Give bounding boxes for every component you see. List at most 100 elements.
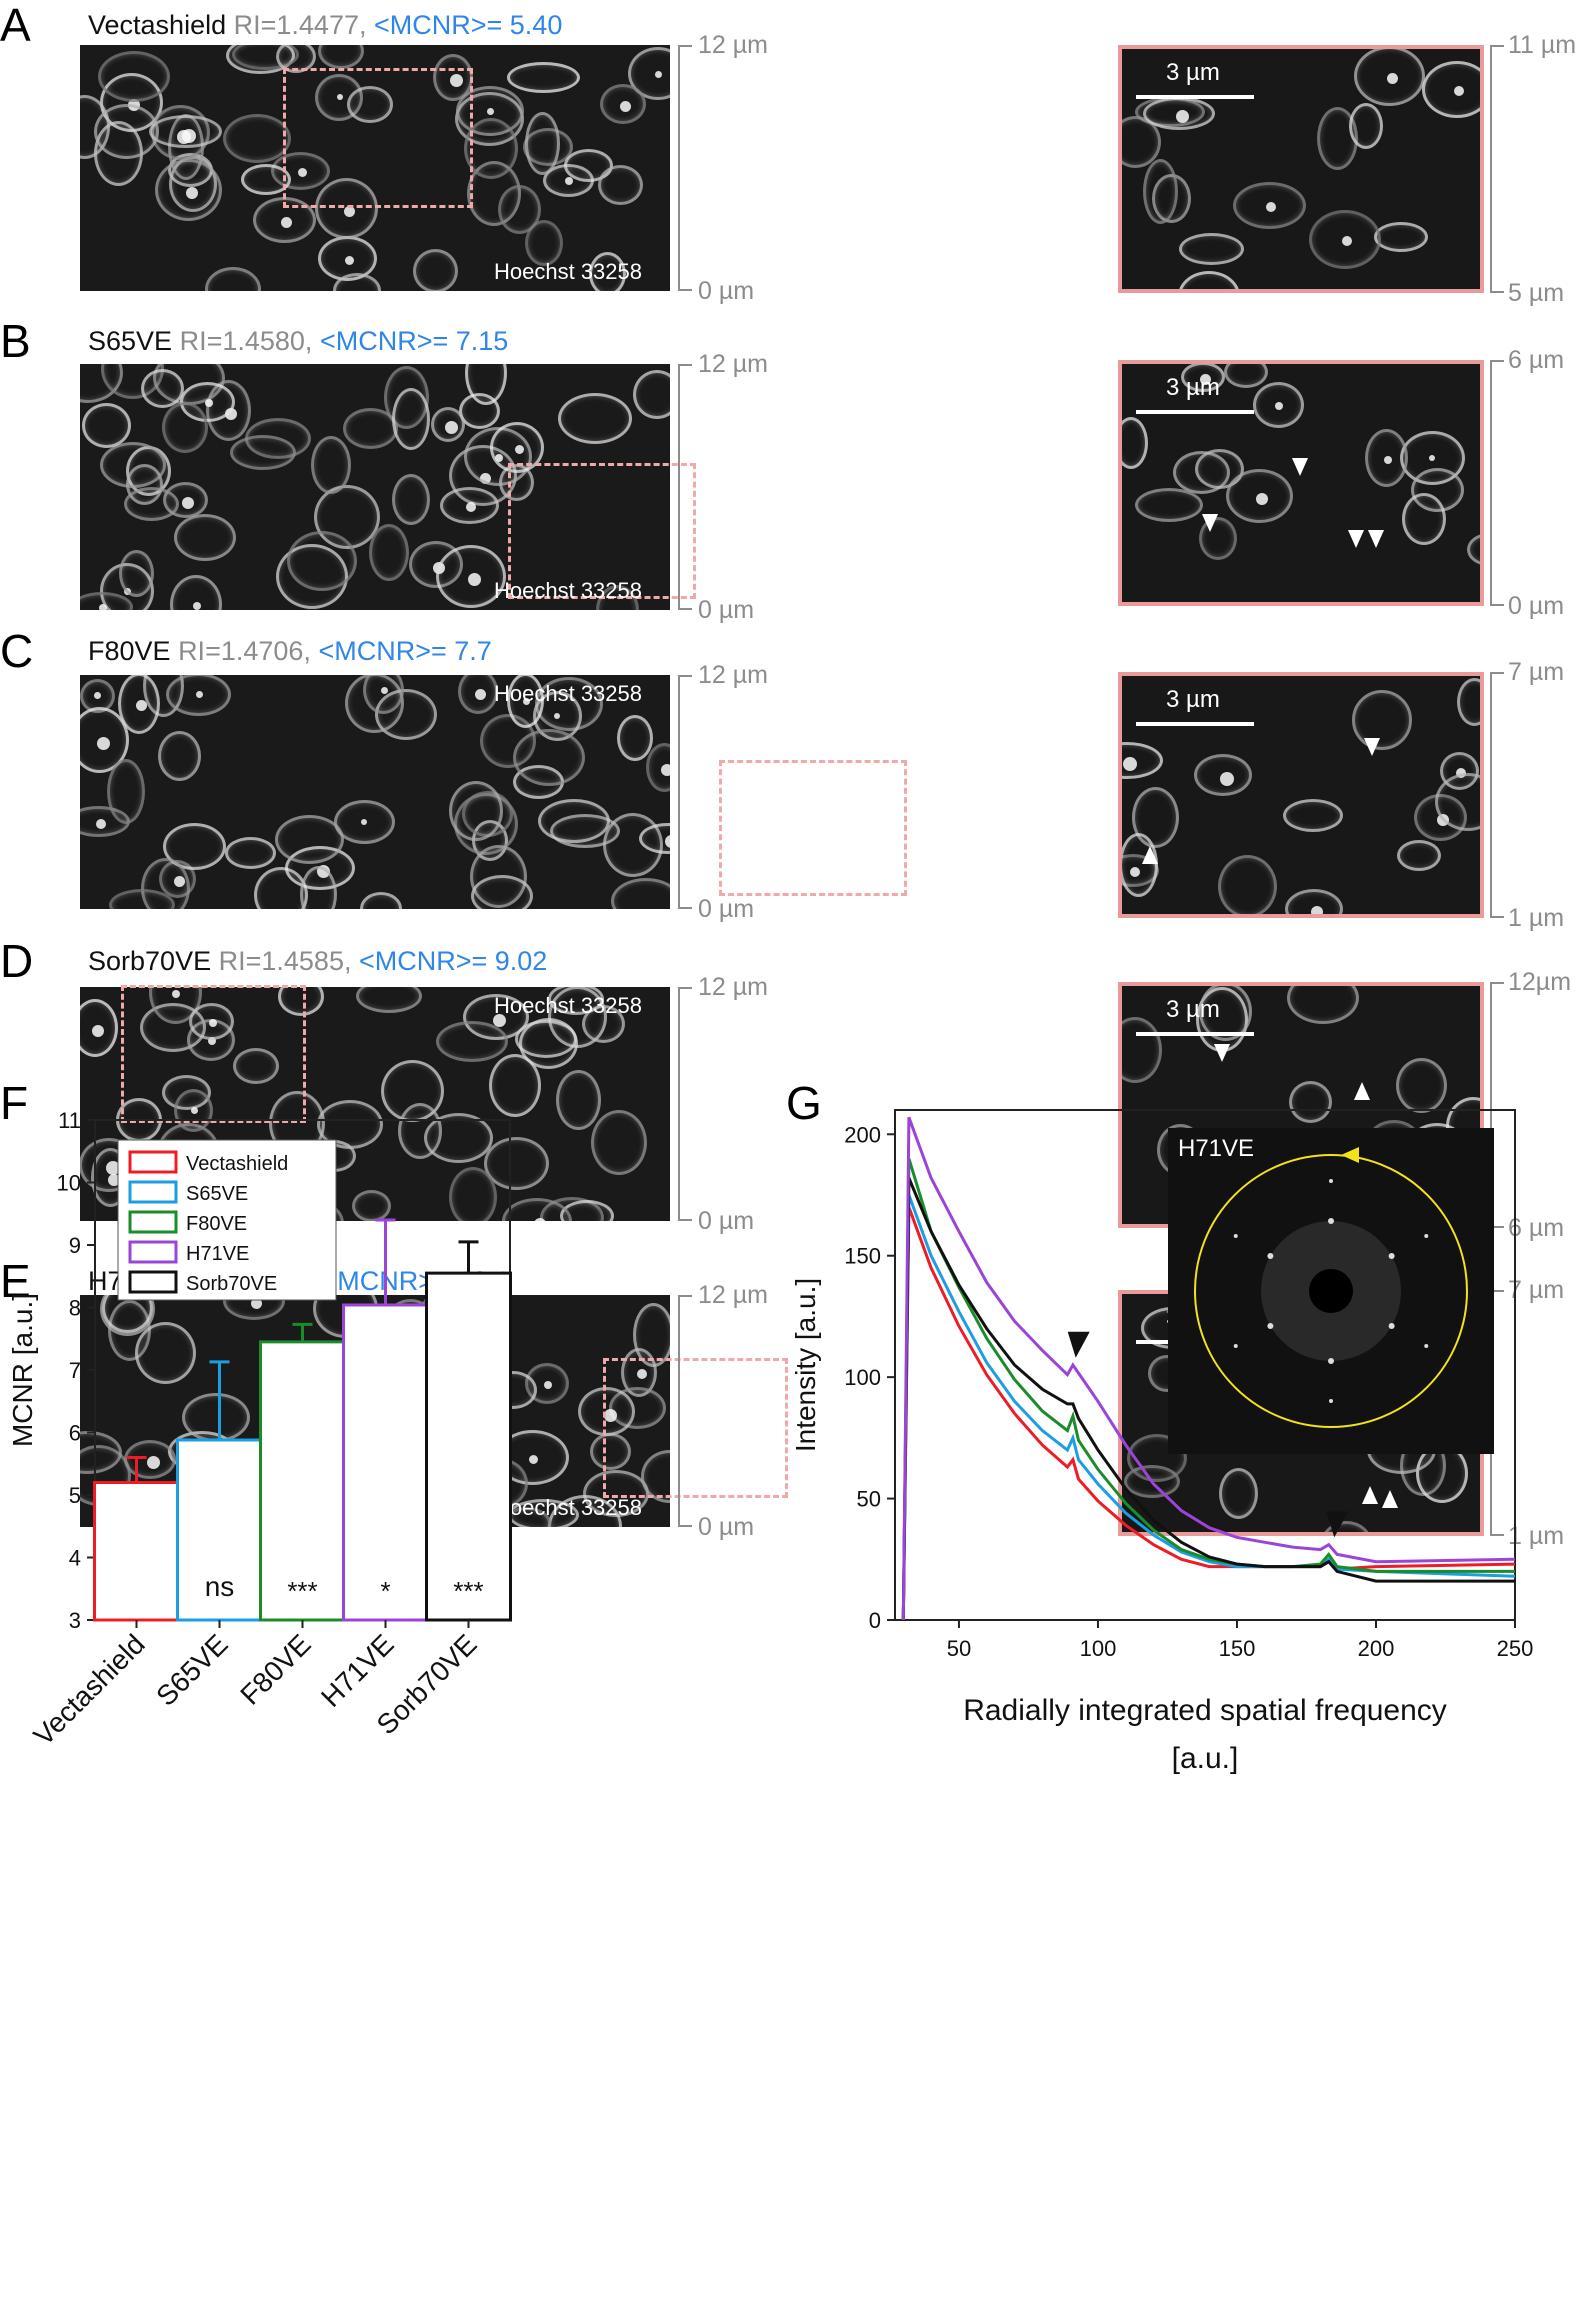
stain-label: Hoechst 33258 [494, 993, 642, 1018]
medium-name: Sorb70VE [88, 946, 212, 976]
fft-spot [1388, 1253, 1395, 1259]
microscopy-image [80, 675, 670, 909]
y-tick-label: 0 [869, 1608, 881, 1633]
significance-label: * [380, 1576, 390, 1606]
mcnr-value: <MCNR>= 7.7 [318, 636, 492, 666]
legend-swatch [128, 1240, 178, 1264]
axis-tick [678, 364, 692, 366]
arrowhead-marker [1142, 846, 1158, 864]
inset-texture [1122, 676, 1480, 914]
y-axis-label: Intensity [a.u.] [790, 1278, 821, 1452]
fft-spot [1329, 1399, 1333, 1403]
axis-label-top: 12 µm [698, 31, 768, 59]
integration-circle [1194, 1154, 1468, 1428]
legend-swatch [128, 1180, 178, 1204]
nuclei-texture [80, 364, 670, 610]
legend-swatch [128, 1150, 178, 1174]
scale-bar [1136, 95, 1254, 99]
roi-dashed-box [508, 463, 696, 599]
depth-axis [678, 675, 680, 909]
arrowhead-marker [1214, 1044, 1230, 1062]
inset-axis-tick [1490, 916, 1504, 918]
refractive-index: RI=1.4706, [178, 636, 311, 666]
axis-label-bot: 0 µm [698, 895, 755, 923]
roi-dashed-box [719, 760, 907, 896]
arrowhead-marker [1362, 1486, 1378, 1504]
panel-label-d: D [0, 935, 34, 987]
fft-spot [1233, 1344, 1238, 1348]
significance-label: ns [205, 1571, 235, 1602]
significance-label: *** [287, 1576, 317, 1606]
axis-label-top: 12 µm [698, 1281, 768, 1309]
fft-spot [1267, 1323, 1274, 1329]
x-axis-label: Radially integrated spatial frequency [963, 1694, 1447, 1727]
y-tick-label: 50 [857, 1487, 881, 1512]
arrowhead-marker [1382, 1490, 1398, 1508]
fft-spot [1267, 1253, 1274, 1259]
inset-axis-tick [1490, 360, 1504, 362]
inset-axis-label-top: 7 µm [1508, 658, 1565, 686]
axis-tick [678, 907, 692, 909]
inset-axis-tick [1490, 1226, 1504, 1228]
legend-label: S65VE [186, 1183, 248, 1205]
arrowhead-marker [1364, 738, 1380, 756]
panel-label-g: G [786, 1077, 822, 1129]
arrowhead-marker [1292, 458, 1308, 476]
depth-axis [678, 987, 680, 1221]
microscopy-image [80, 987, 670, 1221]
axis-label-top: 12 µm [698, 973, 768, 1001]
axis-tick [678, 45, 692, 47]
medium-name: Vectashield [88, 10, 227, 40]
axis-tick [678, 675, 692, 677]
series-line [901, 1158, 1515, 1621]
scale-bar [1136, 1032, 1254, 1036]
peak-marker [1067, 1331, 1090, 1358]
axis-label-bot: 0 µm [698, 277, 755, 305]
axis-tick [678, 608, 692, 610]
fft-center-mask [1309, 1269, 1353, 1313]
inset-axis-label-bot: 6 µm [1508, 1214, 1565, 1242]
arrowhead-marker [1368, 530, 1384, 548]
axis-tick [678, 987, 692, 989]
plot-frame [894, 1109, 1516, 1621]
inset-axis-tick [1490, 982, 1504, 984]
axis-label-bot: 0 µm [698, 596, 755, 624]
inset-axis-tick [1490, 672, 1504, 674]
x-tick-label: 200 [1358, 1636, 1395, 1661]
inset-axis-label-top: 7 µm [1508, 1276, 1565, 1304]
inset-axis-label-top: 11 µm [1508, 31, 1577, 59]
x-tick-label: 150 [1219, 1636, 1256, 1661]
bar [425, 1271, 512, 1622]
inset-depth-axis [1490, 672, 1492, 918]
y-axis-label: MCNR [a.u.] [7, 1293, 38, 1447]
y-tick-label: 100 [844, 1365, 881, 1390]
panel-title: Sorb70VE RI=1.4585, <MCNR>= 9.02 [88, 948, 547, 975]
x-tick-label: F80VE [234, 1628, 316, 1710]
refractive-index: RI=1.4585, [218, 946, 352, 976]
significance-label: *** [453, 1576, 483, 1606]
legend-label: Vectashield [186, 1153, 288, 1175]
fft-spot [1328, 1358, 1334, 1364]
inset-axis-label-bot: 1 µm [1508, 1522, 1565, 1550]
y-tick-label: 11 [58, 1108, 81, 1133]
scale-bar-label: 3 µm [1166, 59, 1220, 86]
mcnr-value: <MCNR>= 9.02 [358, 946, 548, 976]
inset-depth-axis [1490, 45, 1492, 293]
inset-axis-tick [1490, 604, 1504, 606]
inset-axis-tick [1490, 291, 1504, 293]
stain-label: Hoechst 33258 [494, 259, 642, 284]
panel-label-e: E [0, 1255, 31, 1307]
axis-label-bot: 0 µm [698, 1207, 755, 1235]
inset-axis-tick [1490, 1290, 1504, 1292]
x-tick-label: S65VE [150, 1628, 234, 1712]
x-tick-label: 50 [947, 1636, 971, 1661]
inset-axis-tick [1490, 1534, 1504, 1536]
inset-axis-label-bot: 1 µm [1508, 904, 1565, 932]
inset-axis-label-bot: 0 µm [1508, 592, 1565, 620]
bar [93, 1481, 180, 1622]
arrowhead-marker [1354, 1082, 1370, 1100]
bar [342, 1303, 429, 1622]
mcnr-value: <MCNR>= 5.40 [374, 10, 563, 40]
inset-texture [1122, 364, 1480, 602]
legend-label: F80VE [186, 1213, 247, 1235]
